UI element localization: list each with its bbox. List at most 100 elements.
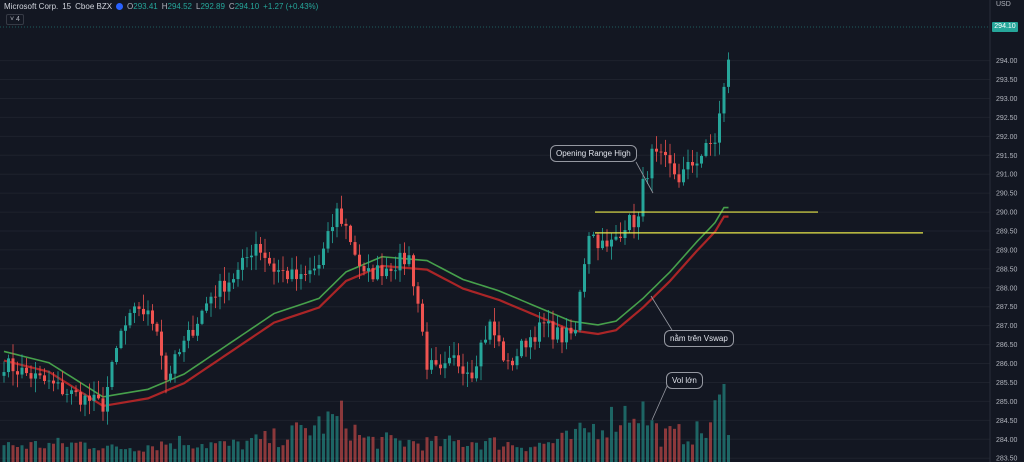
volume-bar <box>245 440 249 462</box>
candle-body <box>236 269 240 280</box>
interval-label[interactable]: 15 <box>62 2 72 11</box>
volume-bar <box>587 432 591 462</box>
candle-body <box>659 151 663 153</box>
y-tick-label: 292.50 <box>996 115 1018 122</box>
candle-body <box>47 380 51 382</box>
candle-body <box>412 255 415 287</box>
candle-body <box>587 235 591 265</box>
candle-body <box>380 265 384 277</box>
candle-body <box>196 323 199 336</box>
volume-bar <box>610 406 613 462</box>
vwap-lower-band <box>3 215 729 408</box>
symbol-name[interactable]: Microsoft Corp. <box>4 2 59 11</box>
y-tick-label: 288.50 <box>996 266 1018 273</box>
volume-bar <box>380 436 384 462</box>
candle-body <box>713 142 717 144</box>
indicators-toggle-button[interactable]: ˅ 4 <box>6 14 24 25</box>
volume-bar <box>277 447 280 462</box>
volume-bar <box>83 442 87 462</box>
volume-bar <box>106 445 109 462</box>
volume-bar <box>299 425 303 462</box>
candle-body <box>664 151 667 156</box>
volume-bar <box>641 401 645 462</box>
candle-body <box>538 322 541 342</box>
candle-body <box>259 243 262 253</box>
volume-bar <box>547 442 550 462</box>
volume-bar <box>520 447 523 462</box>
volume-bar <box>430 440 433 462</box>
volume-bar <box>169 443 172 462</box>
change-value: +1.27 (+0.43%) <box>263 2 319 11</box>
callout-opening-range-high[interactable]: Opening Range High <box>550 145 637 162</box>
volume-bar <box>709 422 712 462</box>
volume-bar <box>2 445 6 462</box>
volume-bar <box>61 443 64 462</box>
candle-body <box>637 216 640 228</box>
candle-body <box>511 360 514 366</box>
candle-body <box>367 268 370 272</box>
candle-body <box>20 367 24 375</box>
volume-bar <box>178 435 181 462</box>
open-value: 293.41 <box>133 2 158 11</box>
volume-bar <box>722 384 726 462</box>
candle-body <box>340 208 343 224</box>
volume-bar <box>686 441 690 462</box>
volume-bar <box>47 442 51 462</box>
volume-bar <box>128 448 132 462</box>
volume-bar <box>700 433 703 462</box>
volume-bar <box>376 448 379 462</box>
candle-body <box>353 242 357 255</box>
candle-body <box>299 274 303 280</box>
candle-body <box>407 255 411 265</box>
candle-body <box>317 264 321 269</box>
volume-bar <box>659 446 663 462</box>
candle-body <box>610 239 613 247</box>
volume-bar <box>412 441 415 462</box>
candle-body <box>416 286 420 304</box>
candle-body <box>574 330 577 334</box>
candle-body <box>164 355 168 380</box>
range-levels[interactable] <box>595 211 923 234</box>
volume-bar <box>367 436 370 462</box>
volume-bar <box>542 443 546 462</box>
candle-body <box>227 282 231 292</box>
candle-body <box>214 296 217 298</box>
candle-body <box>475 366 478 379</box>
candle-body <box>682 169 685 183</box>
candle-body <box>295 269 298 280</box>
volume-bar <box>556 438 559 462</box>
volume-bar <box>7 442 10 462</box>
volume-bar <box>133 451 136 462</box>
pointer-opening-range <box>635 161 654 194</box>
candle-body <box>533 337 537 342</box>
volume-bar <box>718 394 721 462</box>
candle-body <box>88 395 91 401</box>
candle-body <box>205 303 208 311</box>
currency-label[interactable]: USD <box>996 1 1011 8</box>
candle-body <box>677 174 681 183</box>
volume-bar <box>20 445 24 462</box>
candle-body <box>673 163 676 175</box>
volume-bar <box>479 449 483 462</box>
y-tick-label: 291.50 <box>996 153 1018 160</box>
callout-large-volume[interactable]: Vol lớn <box>666 372 703 389</box>
volume-bar <box>218 441 222 462</box>
candle-body <box>596 234 600 249</box>
volume-bar <box>628 422 631 462</box>
volume-bar <box>196 447 199 462</box>
low-value: 292.89 <box>200 2 225 11</box>
volume-bar <box>592 423 595 462</box>
callout-above-vwap[interactable]: nằm trên Vswap <box>664 330 734 347</box>
volume-bar <box>313 425 316 462</box>
candle-body <box>520 340 523 357</box>
volume-bar <box>173 448 177 462</box>
candle-body <box>254 243 258 256</box>
candle-body <box>106 386 109 412</box>
high-label: H <box>161 2 168 11</box>
volume-bar <box>142 451 145 462</box>
volume-bar <box>574 428 577 462</box>
candle-body <box>277 270 280 272</box>
candle-body <box>484 339 487 343</box>
price-axis[interactable]: 294.00 293.50 293.00 292.50 292.00 291.50 291.… <box>996 58 1018 462</box>
